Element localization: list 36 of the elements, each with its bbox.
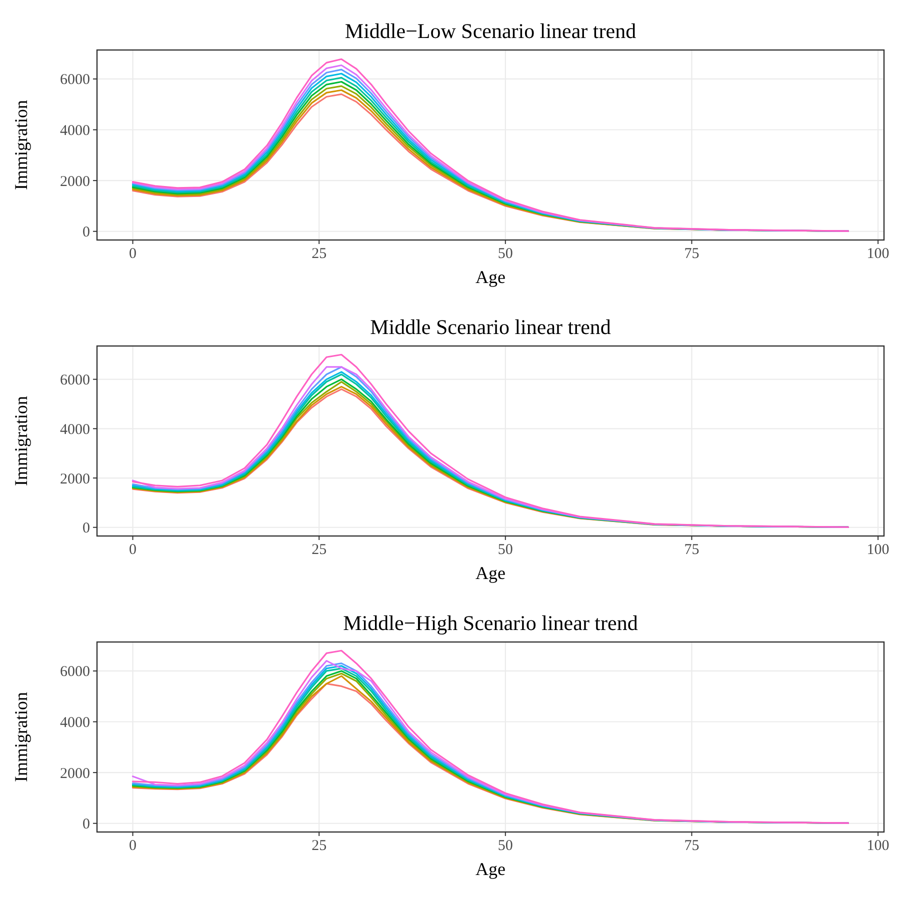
y-tick-label: 0 — [82, 520, 90, 537]
y-tick-label: 6000 — [60, 372, 90, 389]
x-tick-label: 0 — [129, 542, 137, 558]
y-axis-title: Immigration — [11, 692, 31, 782]
y-tick-label: 4000 — [60, 123, 90, 140]
x-tick-label: 75 — [684, 838, 700, 854]
chart-title: Middle−High Scenario linear trend — [343, 611, 638, 635]
y-tick-label: 6000 — [60, 72, 90, 88]
y-tick-label: 4000 — [60, 715, 90, 732]
y-tick-label: 0 — [82, 816, 90, 833]
x-tick-label: 75 — [684, 246, 700, 262]
y-tick-label: 2000 — [60, 174, 90, 190]
x-tick-label: 25 — [312, 246, 327, 262]
x-axis-title: Age — [476, 859, 506, 879]
x-tick-label: 100 — [866, 542, 890, 558]
x-axis-title: Age — [476, 267, 506, 287]
x-tick-label: 50 — [498, 542, 513, 558]
y-axis-title: Immigration — [11, 396, 31, 486]
y-tick-label: 0 — [82, 224, 90, 241]
y-tick-label: 2000 — [60, 471, 90, 488]
x-tick-label: 25 — [312, 838, 327, 854]
chart-title: Middle Scenario linear trend — [370, 315, 612, 339]
x-tick-label: 75 — [684, 542, 700, 558]
x-tick-label: 100 — [866, 246, 890, 262]
x-tick-label: 25 — [312, 542, 327, 558]
x-tick-label: 50 — [498, 246, 513, 262]
y-tick-label: 2000 — [60, 766, 90, 782]
x-tick-label: 0 — [129, 246, 137, 262]
y-tick-label: 4000 — [60, 422, 90, 438]
x-tick-label: 0 — [129, 838, 137, 854]
x-axis-title: Age — [476, 563, 506, 583]
y-axis-title: Immigration — [11, 100, 31, 190]
y-tick-label: 6000 — [60, 664, 90, 680]
x-tick-label: 50 — [498, 838, 513, 854]
x-tick-label: 100 — [866, 838, 890, 854]
chart-title: Middle−Low Scenario linear trend — [344, 19, 637, 43]
